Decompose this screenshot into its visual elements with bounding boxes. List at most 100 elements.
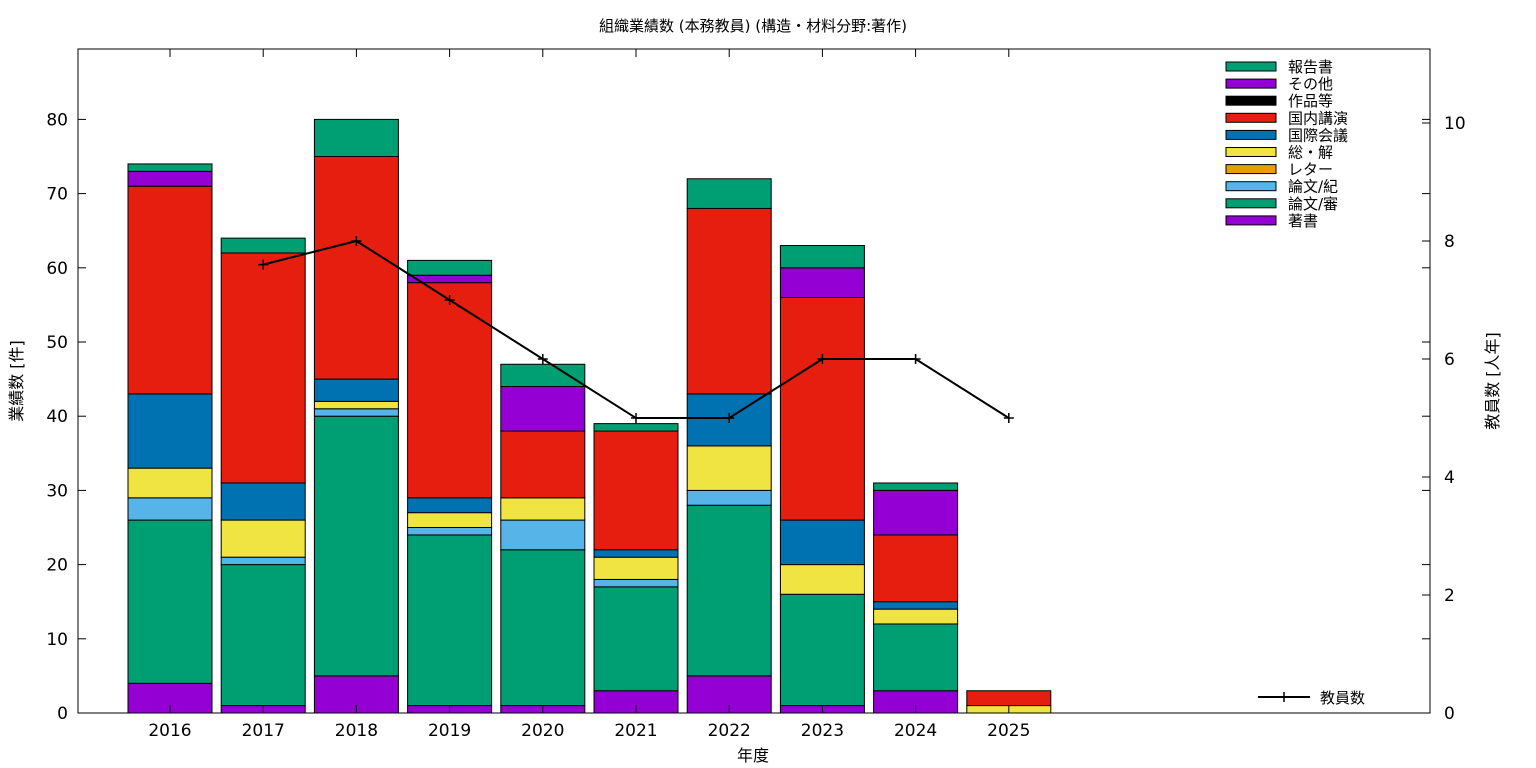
bar-segment [127, 497, 213, 521]
legend-swatch [1225, 147, 1277, 157]
bar-segment [873, 623, 959, 692]
bar-segment [873, 601, 959, 610]
bar-segment [593, 423, 679, 432]
y2-tick-label: 8 [1444, 232, 1455, 252]
y2-tick-label: 2 [1444, 586, 1455, 606]
legend-swatch [1225, 198, 1277, 209]
bar-segment [500, 430, 586, 499]
bar-segment [313, 400, 399, 410]
bar-segment [313, 415, 399, 677]
bar-segment [127, 393, 213, 469]
legend-label: 国内講演 [1288, 109, 1348, 127]
bar-segment [407, 527, 493, 536]
legend-label: 総・解 [1288, 144, 1333, 162]
line-point [724, 413, 735, 423]
y2-axis-label: 教員数 [人年] [1483, 332, 1502, 430]
legend-swatch [1225, 112, 1277, 123]
x-axis-label: 年度 [737, 746, 769, 765]
y-tick-label: 0 [57, 704, 68, 724]
bar-segment [127, 170, 213, 187]
y-tick-label: 40 [46, 407, 68, 427]
x-tick-label: 2022 [708, 721, 751, 741]
line-point [910, 354, 921, 364]
y2-tick-label: 0 [1444, 704, 1455, 724]
y-tick-label: 30 [46, 481, 68, 501]
bar-segment [220, 482, 306, 521]
bar-segment [500, 497, 586, 521]
y-tick-label: 60 [46, 259, 68, 279]
legend-label: 論文/紀 [1288, 178, 1338, 196]
legend-swatch [1225, 181, 1277, 192]
y-axis-left: 0 10 20 30 40 50 60 70 80 [46, 110, 1430, 724]
legend-label: その他 [1288, 75, 1333, 93]
y-tick-label: 80 [46, 110, 68, 130]
line-legend: 教員数 [1258, 689, 1365, 707]
bar-segment [407, 259, 493, 276]
line-point [351, 236, 362, 246]
bar-segment [313, 378, 399, 402]
y2-tick-label: 4 [1444, 468, 1455, 488]
bar-segment [500, 549, 586, 707]
bar-segment [686, 178, 772, 209]
x-tick-label: 2021 [614, 721, 657, 741]
bar-segment [779, 296, 865, 521]
bar-segment [313, 156, 399, 380]
x-tick-label: 2024 [894, 721, 937, 741]
bar-segment [593, 578, 679, 588]
bar-segment [686, 504, 772, 677]
bar-segment [873, 482, 959, 491]
line-group [258, 236, 1014, 423]
bar-segment [593, 556, 679, 580]
x-tick-label: 2018 [335, 721, 378, 741]
bar-segment [873, 489, 959, 536]
bar-segment [593, 586, 679, 692]
bar-segment [779, 564, 865, 595]
bar-segment [407, 497, 493, 514]
bar-segment [779, 593, 865, 707]
line-point [631, 413, 641, 423]
bar-segment [873, 608, 959, 625]
line-legend-label: 教員数 [1320, 689, 1365, 707]
bar-segment [127, 185, 213, 395]
line-point [1003, 413, 1014, 423]
x-tick-label: 2016 [148, 721, 191, 741]
bar-segment [127, 467, 213, 499]
bar-segment [500, 519, 586, 551]
y-tick-label: 70 [46, 185, 68, 205]
y-axis-right: 0 2 4 6 8 10 [1422, 114, 1466, 724]
legend-swatch [1225, 164, 1277, 175]
bar-segment [686, 207, 772, 395]
bar-segment [127, 163, 213, 172]
bar-segment [127, 519, 213, 684]
y2-tick-label: 6 [1444, 350, 1455, 370]
x-tick-label: 2023 [801, 721, 844, 741]
bar-segment [593, 549, 679, 558]
legend-swatch [1225, 61, 1277, 72]
bar-segment [220, 237, 306, 254]
plot-frame [77, 48, 1431, 714]
bar-segment [873, 534, 959, 603]
bar-segment [500, 386, 586, 432]
bar-segment [220, 519, 306, 558]
legend-swatch [1225, 129, 1277, 140]
bar-segment [220, 252, 306, 484]
legend-label: 著書 [1288, 212, 1318, 230]
bar-segment [500, 363, 586, 388]
x-tick-label: 2020 [521, 721, 564, 741]
x-tick-label: 2017 [242, 721, 285, 741]
bar-segment [966, 690, 1052, 707]
bar-segment [313, 118, 399, 157]
bar-segment [779, 245, 865, 269]
bar-segment [407, 512, 493, 528]
y-tick-label: 20 [46, 556, 68, 576]
line-point [258, 259, 269, 270]
line-point [817, 354, 828, 364]
legend-label: 報告書 [1288, 58, 1333, 76]
line-point [537, 354, 548, 364]
y2-tick-label: 10 [1444, 114, 1466, 134]
bar-segment [686, 489, 772, 506]
y-tick-label: 50 [46, 333, 68, 353]
legend-swatch [1225, 78, 1277, 89]
